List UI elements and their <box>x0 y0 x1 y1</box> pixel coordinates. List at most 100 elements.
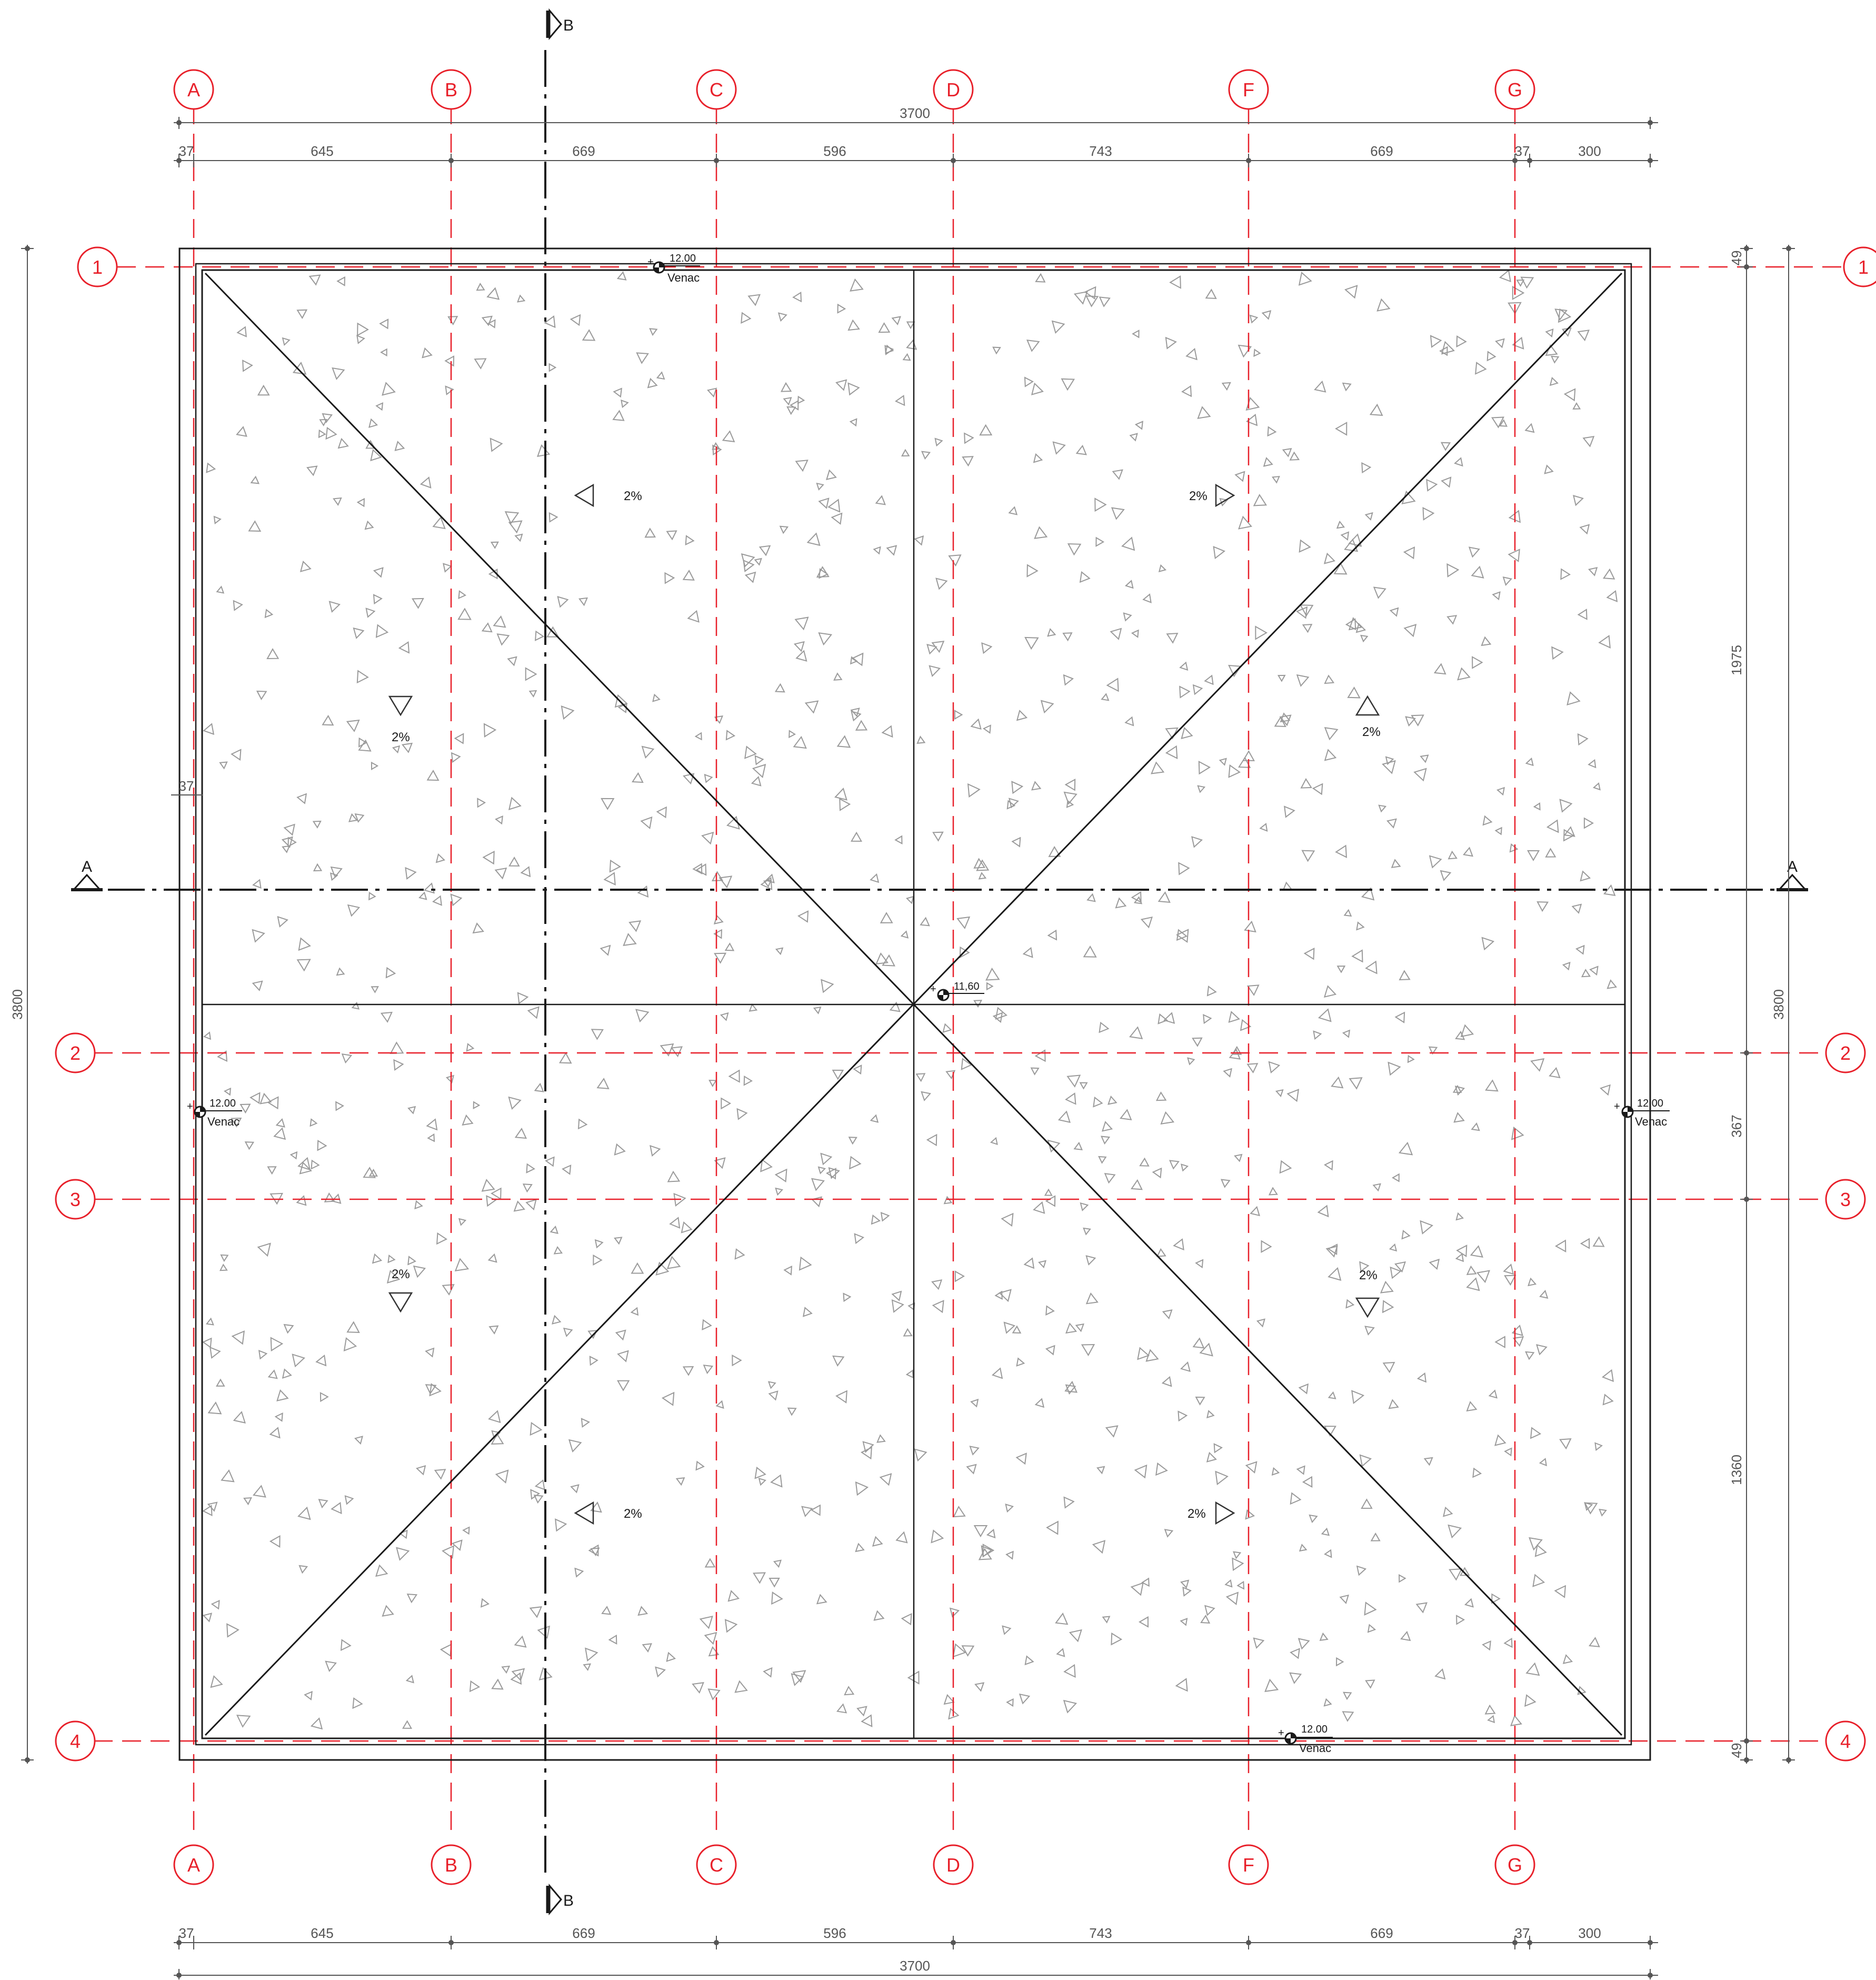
svg-text:A: A <box>187 79 200 101</box>
hatch-mark <box>969 1446 980 1456</box>
hatch-mark <box>300 560 312 572</box>
hatch-mark <box>834 788 847 801</box>
hatch-mark <box>1132 330 1140 339</box>
hatch-mark <box>682 569 695 581</box>
hatch-mark <box>1224 1579 1233 1588</box>
hatch-mark <box>1508 302 1522 315</box>
hatch-mark <box>1520 276 1534 289</box>
hatch-mark <box>982 1544 995 1557</box>
hatch-mark <box>243 1497 252 1506</box>
hatch-mark <box>1347 686 1361 699</box>
hatch-mark <box>205 1317 214 1326</box>
hatch-mark <box>1206 1410 1215 1419</box>
hatch-mark <box>382 382 396 396</box>
hatch-mark <box>1588 759 1596 769</box>
hatch-mark <box>1104 1172 1116 1184</box>
hatch-mark <box>1405 716 1416 727</box>
section-line-a <box>71 873 1808 891</box>
hatch-mark <box>1192 1037 1203 1047</box>
grid-bubble-1-left: 1 <box>77 246 118 287</box>
elevation-marker-bottom: + 12.00 Venac <box>1278 1724 1333 1755</box>
hatch-mark <box>1003 1321 1016 1334</box>
hatch-mark <box>931 1279 943 1290</box>
hatch-mark <box>976 859 990 871</box>
hatch-mark <box>1038 1260 1046 1269</box>
hatch-mark <box>1466 1265 1477 1275</box>
hatch-mark <box>1545 848 1556 858</box>
hatch-mark <box>491 1678 504 1690</box>
hatch-mark <box>474 358 487 370</box>
hatch-mark <box>1024 376 1034 387</box>
hatch-mark <box>299 1161 312 1175</box>
hatch-mark <box>1528 1277 1537 1287</box>
hatch-mark <box>1426 479 1438 492</box>
hatch-mark <box>875 952 889 965</box>
hatch-mark <box>961 1058 973 1070</box>
hatch-mark <box>1096 1466 1105 1475</box>
hatch-mark <box>1577 733 1589 746</box>
hatch-mark <box>546 626 560 638</box>
hatch-mark <box>585 1647 598 1662</box>
hatch-mark <box>1349 1077 1363 1090</box>
dim-bottom-total: 3700 <box>900 1958 930 1974</box>
hatch-mark <box>450 893 463 907</box>
hatch-mark <box>1015 1452 1027 1465</box>
hatch-mark <box>231 1117 242 1128</box>
hatch-mark <box>833 672 843 681</box>
hatch-mark <box>722 430 735 443</box>
hatch-mark <box>583 1663 591 1671</box>
hatch-mark <box>1064 778 1076 791</box>
hatch-mark <box>1182 1586 1192 1597</box>
hatch-mark <box>1124 716 1134 727</box>
hatch-mark <box>656 806 667 819</box>
hatch-mark <box>568 1439 582 1452</box>
hatch-mark <box>202 1337 212 1349</box>
hatch-mark <box>1198 761 1211 775</box>
dim-bottom-seg-8: 300 <box>1578 1925 1601 1941</box>
hatch-mark <box>1524 1694 1536 1707</box>
hatch-mark <box>612 410 625 421</box>
hatch-mark <box>1121 536 1135 551</box>
svg-text:G: G <box>1508 79 1522 101</box>
hatch-mark <box>1385 756 1394 765</box>
elevation-marker-left: + 12.00 Venac <box>187 1098 242 1128</box>
hatch-mark <box>1165 336 1177 350</box>
hatch-mark <box>393 1059 404 1071</box>
hatch-mark <box>282 337 291 346</box>
hatch-mark <box>1062 632 1073 642</box>
hatch-mark <box>661 1391 675 1406</box>
hatch-mark <box>405 1675 414 1684</box>
hatch-mark <box>905 1369 914 1379</box>
hatch-mark <box>476 283 485 291</box>
hatch-mark <box>734 1248 745 1260</box>
hatch-mark <box>1472 656 1483 669</box>
hatch-mark <box>632 772 644 783</box>
svg-text:12.00: 12.00 <box>1637 1098 1663 1109</box>
hatch-mark <box>779 525 789 534</box>
dim-bottom-seg-7: 37 <box>1515 1925 1530 1941</box>
hatch-mark <box>1256 1318 1265 1328</box>
hatch-mark <box>1468 546 1480 558</box>
hatch-mark <box>902 353 911 361</box>
hatch-mark <box>1343 1692 1352 1700</box>
hatch-mark <box>811 1178 825 1191</box>
hatch-mark <box>292 362 307 375</box>
hatch-mark <box>1361 462 1372 474</box>
hatch-mark <box>495 1469 509 1484</box>
hatch-mark <box>1271 475 1280 484</box>
hatch-mark <box>425 1347 435 1358</box>
gravel-hatch <box>202 269 1618 1730</box>
hatch-mark <box>1399 1574 1406 1583</box>
hatch-mark <box>1602 568 1615 580</box>
hatch-mark <box>985 968 1000 981</box>
grid-bubble-3-right: 3 <box>1825 1179 1866 1220</box>
hatch-mark <box>683 773 695 785</box>
hatch-mark <box>1494 1434 1506 1446</box>
dim-left-total: 3800 <box>9 989 25 1020</box>
hatch-mark <box>617 1350 629 1362</box>
hatch-mark <box>685 535 695 546</box>
dimension-lines <box>21 117 1795 1979</box>
hatch-mark <box>1220 1179 1231 1188</box>
hatch-mark <box>211 1599 220 1610</box>
hatch-mark <box>906 339 917 350</box>
